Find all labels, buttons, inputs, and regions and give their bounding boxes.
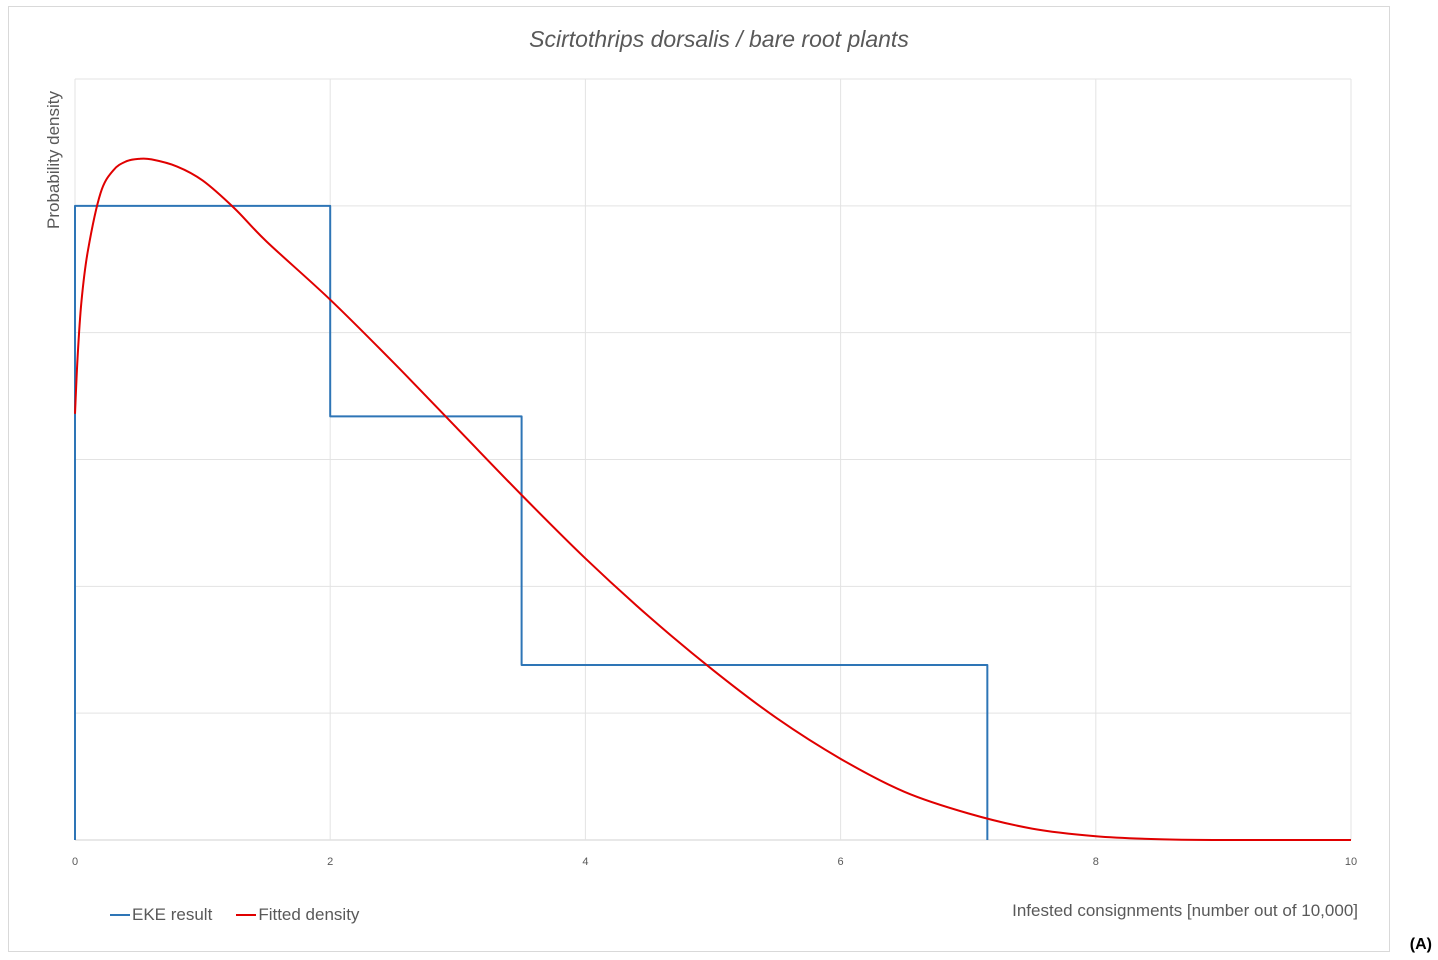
series-eke-result bbox=[74, 204, 989, 840]
legend-label-eke: EKE result bbox=[132, 905, 213, 924]
legend-swatch-fitted bbox=[236, 914, 257, 916]
x-tick-label: 6 bbox=[838, 856, 844, 868]
chart-title: Scirtothrips dorsalis / bare root plants bbox=[529, 26, 909, 52]
legend-swatch-eke bbox=[110, 914, 130, 916]
legend: EKE result Fitted density bbox=[110, 905, 383, 925]
legend-item-eke: EKE result bbox=[110, 905, 212, 925]
legend-label-fitted: Fitted density bbox=[258, 905, 360, 924]
x-tick-label: 10 bbox=[1345, 856, 1357, 868]
panel-label: (A) bbox=[1409, 936, 1432, 953]
series-fitted-density bbox=[74, 157, 1351, 842]
x-tick-label: 0 bbox=[72, 856, 78, 868]
x-axis-label: Infested consignments [number out of 10,… bbox=[1012, 901, 1358, 920]
y-axis-label: Probability density bbox=[44, 91, 63, 229]
legend-item-fitted: Fitted density bbox=[236, 905, 359, 925]
x-tick-label: 4 bbox=[582, 856, 588, 868]
chart-area bbox=[8, 6, 1390, 952]
x-tick-label: 2 bbox=[327, 856, 333, 868]
x-tick-label: 8 bbox=[1093, 856, 1099, 868]
